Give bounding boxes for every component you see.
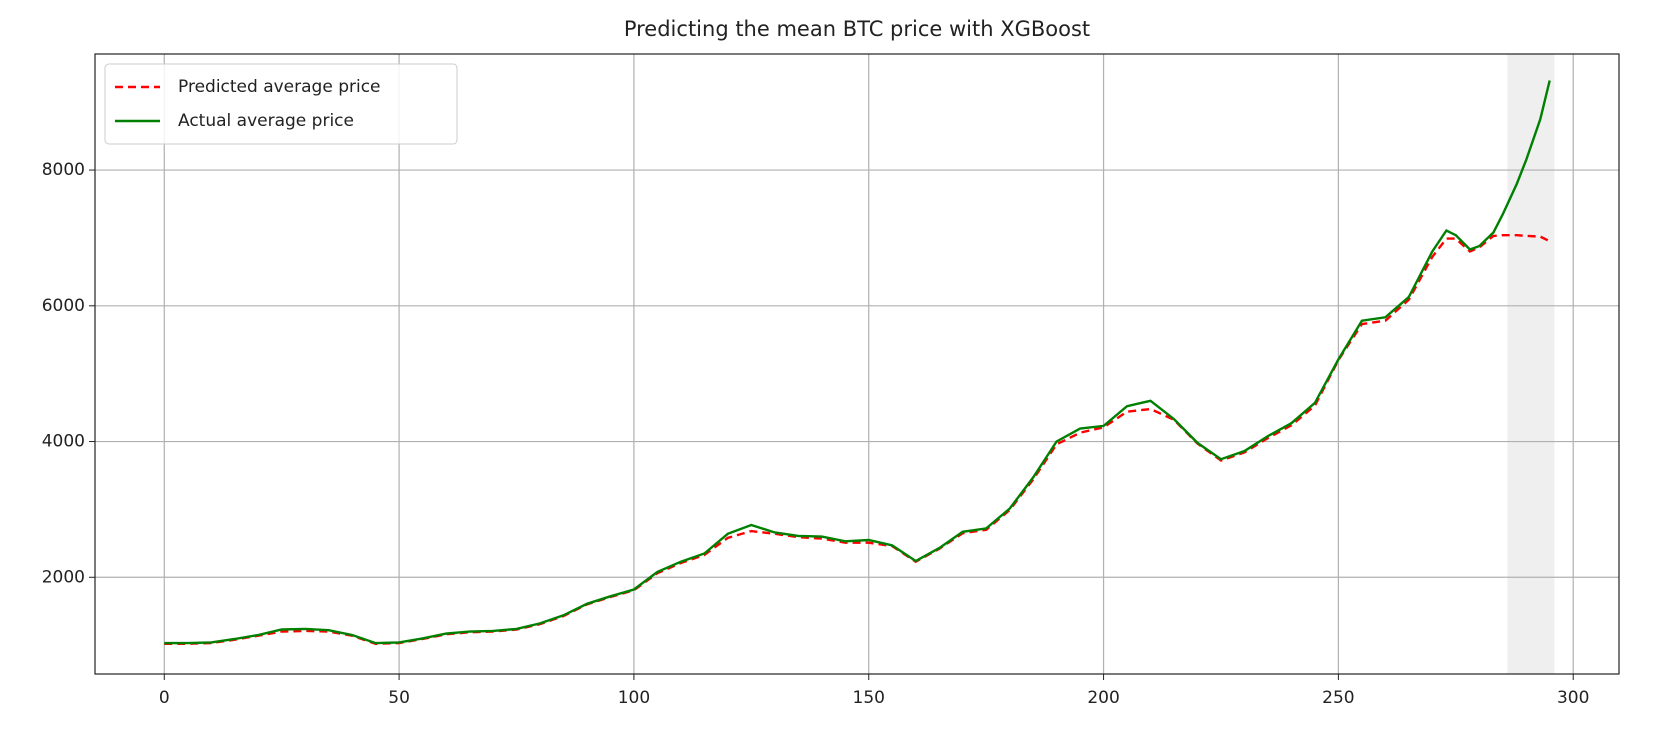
legend: Predicted average price Actual average pr…: [104, 63, 458, 145]
x-tick-label: 50: [388, 688, 410, 708]
x-tick-label: 0: [159, 688, 170, 708]
y-tick-label: 8000: [42, 160, 85, 180]
x-tick-label: 100: [618, 688, 650, 708]
x-tick-label: 200: [1087, 688, 1119, 708]
y-tick-label: 6000: [42, 296, 85, 316]
chart-title: Predicting the mean BTC price with XGBoo…: [624, 17, 1090, 41]
data-line: [164, 80, 1551, 645]
y-tick-label: 2000: [42, 567, 85, 587]
highlight-span: [1507, 54, 1555, 674]
plot-frame: [94, 53, 1620, 675]
x-tick-label: 300: [1557, 688, 1589, 708]
legend-box: [104, 63, 458, 145]
data-line: [164, 234, 1551, 646]
y-tick-label: 4000: [42, 432, 85, 452]
x-tick-label: 150: [853, 688, 885, 708]
legend-label: Predicted average price: [178, 77, 381, 97]
legend-label: Actual average price: [178, 111, 354, 131]
x-tick-label: 250: [1322, 688, 1354, 708]
